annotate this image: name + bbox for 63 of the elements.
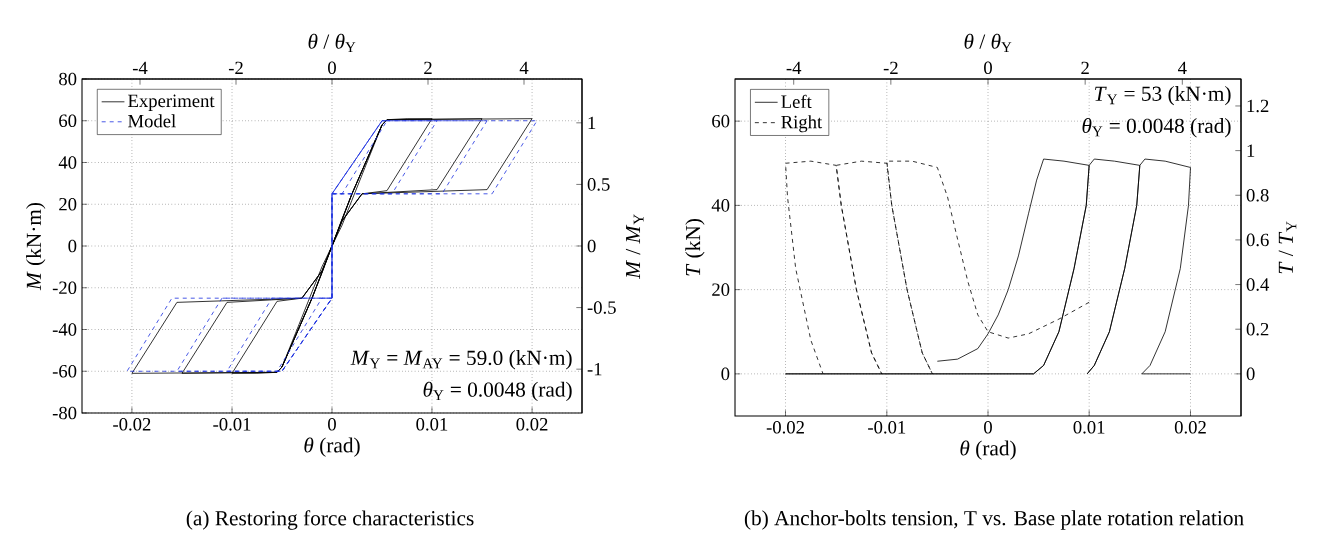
y-tick-label: 0 bbox=[68, 239, 77, 253]
x-tick-label: 0.02 bbox=[516, 417, 548, 431]
y-tick-label: 80 bbox=[59, 72, 77, 86]
x2-tick-label: 2 bbox=[1081, 61, 1089, 75]
y2-tick-label: -0.5 bbox=[587, 301, 616, 314]
y-tick-label: 0 bbox=[721, 367, 730, 381]
y2-tick-label: 1 bbox=[1247, 144, 1255, 157]
annotation: M$_{Y}$ = M$_{AY}$ = 59.0 (kN·m) bbox=[350, 350, 572, 370]
text: (b) Anchor-bolts tension, T vs. Base plate rotation relation bbox=[744, 510, 1244, 530]
x-tick-label: 0.01 bbox=[1073, 420, 1105, 434]
annotation: θ$_{Y}$ = 0.0048 (rad) bbox=[1082, 117, 1231, 138]
x-tick-label: -0.01 bbox=[213, 417, 251, 431]
y2-tick-label: 0.6 bbox=[1246, 233, 1269, 247]
x-tick-label: -0.02 bbox=[766, 420, 804, 434]
annotation: θ$_{Y}$ = 0.0048 (rad) bbox=[423, 381, 572, 402]
y2-axis-title: M / M$_{Y}$ bbox=[625, 214, 644, 280]
y2-tick-label: 0 bbox=[587, 239, 596, 253]
x2-tick-label: -4 bbox=[132, 61, 148, 75]
y-tick-label: 40 bbox=[58, 156, 77, 169]
legend-label: Left bbox=[781, 94, 812, 109]
legend-label: Right bbox=[781, 115, 823, 133]
y-tick-label: 20 bbox=[59, 197, 77, 211]
y-tick-label: -40 bbox=[52, 323, 77, 336]
x-axis-title: θ (rad) bbox=[304, 437, 360, 457]
x2-tick-label: -2 bbox=[228, 61, 243, 75]
legend-label: Model bbox=[128, 114, 176, 128]
x-tick-label: -0.01 bbox=[868, 420, 906, 434]
y2-tick-label: 0.2 bbox=[1246, 322, 1269, 336]
y-tick-label: 60 bbox=[59, 114, 77, 128]
y2-tick-label: 0.4 bbox=[1246, 278, 1270, 291]
x2-axis-title: θ / θ$_{Y}$ bbox=[964, 33, 1012, 52]
y-axis-title: T (kN) bbox=[685, 219, 705, 276]
legend-label: Experiment bbox=[128, 94, 215, 111]
x-tick-label: -0.02 bbox=[113, 417, 151, 431]
y2-axis-title: T / T$_{Y}$ bbox=[1278, 221, 1297, 274]
x-tick-label: 0.01 bbox=[416, 417, 448, 431]
y-tick-label: 40 bbox=[711, 199, 730, 212]
x2-tick-label: -4 bbox=[786, 61, 802, 75]
x2-axis-title: θ / θ$_{Y}$ bbox=[308, 33, 356, 52]
x2-tick-label: 0 bbox=[328, 61, 336, 75]
x-tick-label: 0 bbox=[328, 417, 336, 431]
x2-tick-label: 2 bbox=[424, 61, 432, 75]
x-tick-label: 0.02 bbox=[1174, 420, 1206, 434]
y-tick-label: -60 bbox=[52, 364, 77, 378]
y2-tick-label: 1 bbox=[588, 116, 596, 129]
y-axis-title: M (kN·m) bbox=[26, 202, 46, 291]
y-tick-label: 60 bbox=[712, 114, 730, 128]
x-axis-title: θ (rad) bbox=[960, 440, 1016, 460]
text: (a) Restoring force characteristics bbox=[186, 510, 474, 530]
annotation: T$_{Y}$ = 53 (kN·m) bbox=[1095, 85, 1231, 106]
x2-tick-label: 0 bbox=[984, 61, 992, 75]
y-tick-label: 20 bbox=[712, 283, 730, 296]
y2-tick-label: 1.2 bbox=[1247, 99, 1269, 113]
y2-tick-label: 0.5 bbox=[587, 178, 610, 191]
y2-tick-label: 0 bbox=[1246, 367, 1255, 381]
y-tick-label: -20 bbox=[52, 281, 77, 295]
y2-tick-label: 0.8 bbox=[1246, 188, 1269, 202]
x-tick-label: 0 bbox=[984, 420, 992, 434]
y2-tick-label: -1 bbox=[587, 362, 602, 376]
x2-tick-label: -2 bbox=[883, 61, 898, 75]
y-tick-label: -80 bbox=[52, 406, 77, 420]
x2-tick-label: 4 bbox=[519, 61, 529, 75]
x2-tick-label: 4 bbox=[1178, 61, 1187, 75]
